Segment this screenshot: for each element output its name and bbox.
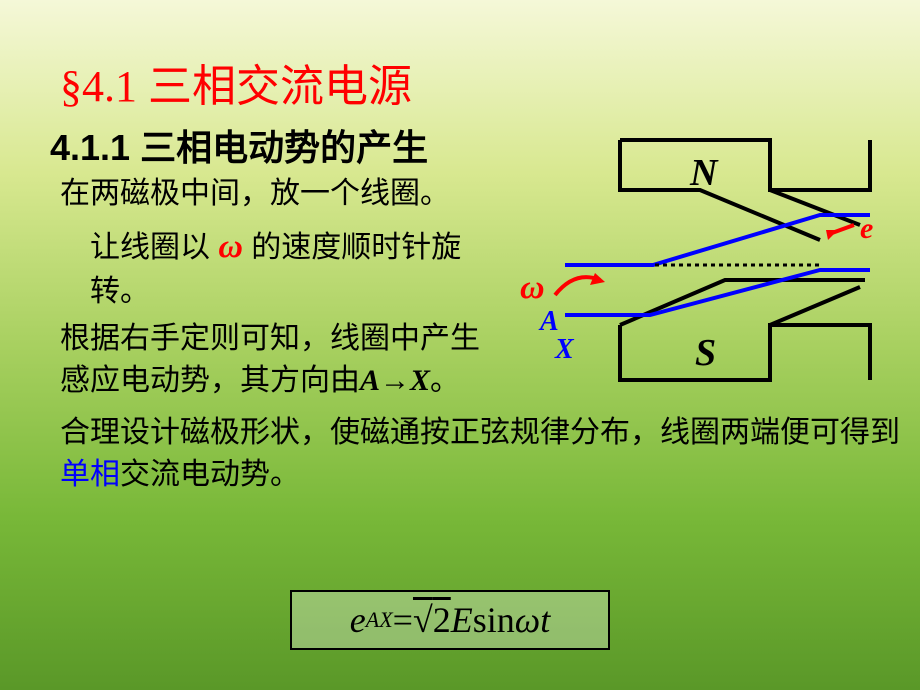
generator-diagram: N S ω A X e bbox=[520, 130, 880, 400]
formula-e: e bbox=[350, 599, 366, 641]
n-pole-shape bbox=[620, 140, 870, 240]
a-label: A bbox=[538, 306, 559, 337]
formula-sqrt: √2 bbox=[413, 599, 451, 641]
formula-E: E bbox=[451, 599, 473, 641]
n-label: N bbox=[689, 152, 719, 194]
line4-b: 交流电动势。 bbox=[120, 458, 300, 491]
e-arrow-head bbox=[826, 230, 838, 240]
formula-sub: AX bbox=[366, 607, 393, 633]
omega-label: ω bbox=[520, 269, 545, 306]
text-line-2: 让线圈以 ω 的速度顺时针旋转。 bbox=[0, 215, 500, 313]
line2-a: 让线圈以 bbox=[90, 231, 210, 264]
e-label: e bbox=[860, 212, 873, 245]
formula-box: eAX = √2E sin ωt bbox=[290, 590, 610, 650]
x-label: X bbox=[554, 334, 575, 365]
s-pole-shape bbox=[620, 280, 870, 380]
line3-var: A→X bbox=[360, 364, 430, 397]
section-title: §4.1 三相交流电源 bbox=[0, 0, 920, 114]
formula-2: 2 bbox=[433, 600, 451, 640]
line4-blue: 单相 bbox=[60, 458, 120, 491]
s-label: S bbox=[695, 332, 716, 374]
text-line-3: 根据右手定则可知，线圈中产生感应电动势，其方向由A→X。 bbox=[0, 313, 500, 402]
formula-t: t bbox=[540, 599, 550, 641]
text-line-4: 合理设计磁极形状，使磁通按正弦规律分布，线圈两端便可得到单相交流电动势。 bbox=[0, 402, 920, 496]
sqrt-sym: √ bbox=[413, 600, 433, 640]
formula-eq: = bbox=[393, 599, 413, 641]
n-pole-edge bbox=[770, 190, 860, 225]
line4-a: 合理设计磁极形状，使磁通按正弦规律分布，线圈两端便可得到 bbox=[60, 416, 900, 449]
omega-symbol: ω bbox=[218, 228, 243, 265]
formula-omega: ω bbox=[515, 599, 540, 641]
formula-sin: sin bbox=[473, 599, 515, 641]
line3-b: 。 bbox=[430, 364, 460, 397]
